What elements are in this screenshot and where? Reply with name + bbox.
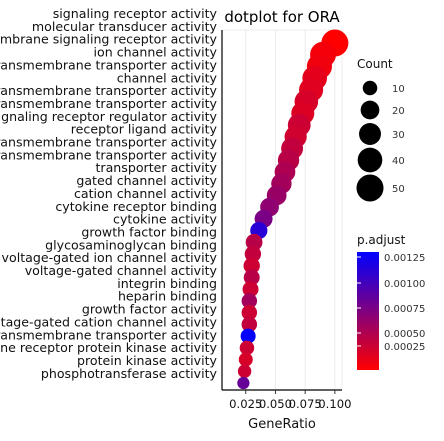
- data-point: [241, 304, 258, 321]
- y-tick-label: voltage-gated ion channel activity: [2, 250, 218, 265]
- y-tick-label: growth factor binding: [81, 224, 217, 239]
- y-tick-label: potassium ion transmembrane transporter …: [0, 327, 218, 342]
- color-legend-label: 0.00075: [384, 304, 425, 315]
- color-legend: 0.00125 0.00100 0.00075 0.00050 0.00025: [357, 253, 425, 353]
- y-tick-label: growth factor activity: [82, 302, 218, 317]
- y-tick-label: heparin binding: [118, 289, 217, 304]
- y-tick-label: voltage-gated channel activity: [25, 263, 218, 278]
- y-tick-label: passive transmembrane transporter activi…: [0, 147, 218, 162]
- y-tick-label: cytokine receptor binding: [55, 199, 217, 214]
- y-tick-label: transmembrane transporter activity: [0, 96, 218, 111]
- data-point: [242, 281, 259, 298]
- data-point: [240, 328, 256, 344]
- y-tick-label: molecular transducer activity: [32, 19, 218, 34]
- size-legend-label: 40: [392, 156, 405, 167]
- size-legend-label: 10: [392, 84, 405, 95]
- color-legend-label: 0.00025: [384, 342, 425, 353]
- y-tick-label: transmembrane receptor protein kinase ac…: [0, 340, 218, 355]
- x-tick-label: 0.075: [289, 397, 322, 411]
- chart-title: dotplot for ORA: [224, 8, 340, 26]
- data-point: [241, 293, 258, 309]
- data-points: [237, 29, 349, 390]
- data-point: [243, 269, 260, 286]
- data-point: [241, 316, 258, 333]
- size-legend-key: [359, 123, 381, 145]
- y-tick-label: cytokine activity: [113, 212, 218, 227]
- y-tick-label: voltage-gated cation channel activity: [0, 314, 218, 329]
- size-legend-title: Count: [357, 57, 393, 71]
- x-tick-label: 0.100: [318, 397, 351, 411]
- y-tick-label: transmembrane transporter activity: [0, 57, 218, 72]
- size-legend-label: 50: [392, 184, 405, 195]
- color-legend-label: 0.00100: [384, 279, 425, 290]
- y-tick-label: signaling receptor regulator activity: [0, 109, 218, 124]
- y-tick-label: integrin binding: [117, 276, 217, 291]
- y-tick-label: passive transmembrane transporter activi…: [0, 83, 218, 98]
- color-legend-bar: [357, 252, 379, 370]
- color-legend-label: 0.00050: [384, 329, 425, 340]
- y-tick-label: transporter activity: [95, 160, 217, 175]
- color-legend-label: 0.00125: [384, 253, 425, 264]
- y-tick-label: ion channel activity: [94, 45, 218, 60]
- y-tick-label: phosphotransferase activity: [41, 366, 218, 381]
- color-legend-title: p.adjust: [357, 233, 406, 247]
- size-legend-label: 20: [392, 106, 405, 117]
- data-point: [239, 340, 255, 356]
- data-point: [238, 352, 253, 367]
- y-tick-label: transmembrane signaling receptor activit…: [0, 32, 218, 47]
- size-legend-key: [360, 100, 380, 120]
- y-tick-label: metal ion transmembrane transporter acti…: [0, 135, 218, 150]
- size-legend-key: [357, 147, 383, 173]
- y-tick-label: cation channel activity: [74, 186, 218, 201]
- data-point: [237, 364, 252, 379]
- y-tick-label: glycosaminoglycan binding: [45, 237, 217, 252]
- y-tick-label: receptor ligand activity: [71, 122, 218, 137]
- y-tick-label: gated channel activity: [76, 173, 217, 188]
- y-tick-label: protein kinase activity: [77, 353, 218, 368]
- y-tick-label: signaling receptor activity: [53, 6, 218, 21]
- size-legend: 10 20 30 40 50: [356, 80, 405, 202]
- size-legend-key: [356, 174, 384, 202]
- x-tick-label: 0.050: [259, 397, 292, 411]
- data-point: [243, 257, 260, 274]
- size-legend-label: 30: [392, 130, 405, 141]
- x-axis-title: GeneRatio: [248, 417, 316, 432]
- size-legend-key: [362, 80, 378, 96]
- x-tick-label: 0.025: [229, 397, 262, 411]
- y-tick-label: channel activity: [117, 70, 218, 85]
- data-point: [237, 376, 250, 390]
